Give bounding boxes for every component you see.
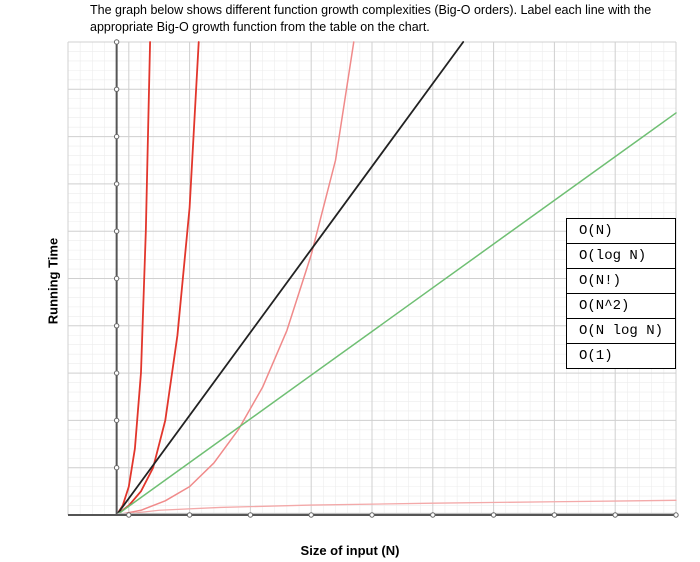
legend-row: O(1) [567, 344, 675, 368]
legend-row: O(N!) [567, 269, 675, 294]
legend-row: O(N log N) [567, 319, 675, 344]
legend-row: O(log N) [567, 244, 675, 269]
y-axis-label: Running Time [46, 238, 61, 324]
legend-row: O(N^2) [567, 294, 675, 319]
x-axis-label: Size of input (N) [301, 543, 400, 558]
legend-row: O(N) [567, 219, 675, 244]
legend-table: O(N)O(log N)O(N!)O(N^2)O(N log N)O(1) [566, 218, 676, 369]
header-text: The graph below shows different function… [90, 2, 690, 36]
